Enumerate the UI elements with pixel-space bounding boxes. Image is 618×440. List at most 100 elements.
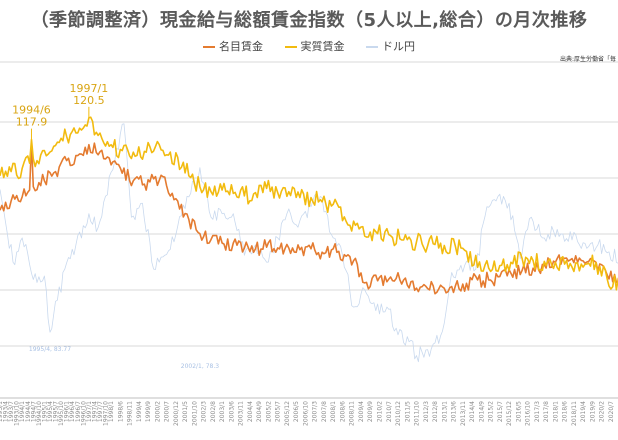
x-tick-label: 1997/4	[91, 401, 98, 422]
x-tick-label: 1995/4	[47, 401, 54, 422]
x-tick-label: 1999/4	[136, 401, 143, 422]
series-line-real	[0, 116, 618, 291]
legend-nominal[interactable]: 名目賃金	[203, 38, 263, 54]
source-note: 出典:厚生労働省「毎	[559, 56, 616, 63]
annotation-value: 117.9	[16, 116, 48, 129]
x-tick-label: 1996/7	[75, 401, 82, 422]
x-tick-label: 2014/4	[469, 401, 476, 422]
x-tick-label: 2005/7	[275, 401, 282, 422]
x-tick-label: 1994/7	[30, 401, 37, 422]
x-tick-label: 1993/1	[0, 401, 4, 422]
x-tick-label: 1998/11	[127, 401, 134, 426]
x-tick-label: 2001/5	[182, 401, 189, 422]
x-tick-label: 2018/6	[562, 401, 569, 422]
x-tick-label: 2004/4	[247, 401, 254, 422]
annotation-usd: 2002/1, 78.3	[181, 363, 219, 370]
x-tick-label: 2003/6	[228, 401, 235, 422]
x-tick-label: 1999/9	[145, 401, 152, 422]
x-tick-label: 2017/8	[543, 401, 550, 422]
x-tick-label: 2008/6	[340, 401, 347, 422]
x-tick-label: 1997/1	[86, 401, 93, 422]
x-tick-label: 2010/12	[395, 401, 402, 426]
x-tick-label: 1996/1	[64, 401, 71, 422]
x-tick-label: 1998/1	[108, 401, 115, 422]
chart-title: （季節調整済）現金給与総額賃金指数（5人以上,総合）の月次推移	[30, 10, 588, 31]
x-tick-label: 2006/10	[302, 401, 309, 426]
legend-real-label: 実質賃金	[300, 40, 345, 53]
x-tick-label: 2005/2	[265, 401, 272, 422]
x-tick-label: 2007/3	[312, 401, 319, 422]
x-tick-label: 1997/7	[97, 401, 104, 422]
x-tick-label: 2011/10	[414, 401, 421, 426]
x-tick-label: 2011/5	[404, 401, 411, 422]
x-tick-label: 2004/9	[256, 401, 263, 422]
x-tick-label: 2009/9	[367, 401, 374, 422]
x-tick-label: 2012/8	[432, 401, 439, 422]
x-tick-label: 2016/10	[525, 401, 532, 426]
x-tick-label: 2000/7	[164, 401, 171, 422]
x-tick-label: 2017/3	[534, 401, 541, 422]
x-tick-label: 2020/7	[608, 401, 615, 422]
x-tick-label: 1994/1	[19, 401, 26, 422]
x-tick-label: 2010/7	[386, 401, 393, 422]
x-tick-label: 1996/4	[69, 401, 76, 422]
annotation-date: 1997/1	[70, 82, 109, 95]
nominal-series	[0, 141, 618, 295]
annotation-usd: 1995/4, 83.77	[29, 346, 71, 353]
x-tick-label: 1993/10	[14, 401, 21, 426]
series-line-usd	[0, 123, 618, 363]
legend-usd[interactable]: ドル円	[366, 38, 415, 54]
x-tick-label: 2009/4	[358, 401, 365, 422]
x-tick-label: 2005/12	[284, 401, 291, 426]
x-tick-label: 2008/11	[349, 401, 356, 426]
x-tick-label: 2008/1	[330, 401, 337, 422]
legend-real[interactable]: 実質賃金	[284, 38, 345, 54]
x-tick-label: 1998/6	[117, 401, 124, 422]
x-tick-labels: 1993/11993/41993/71993/101994/11994/4199…	[0, 401, 615, 426]
gridlines	[0, 61, 618, 399]
x-tick-label: 2010/2	[377, 401, 384, 422]
x-tick-label: 2019/4	[580, 401, 587, 422]
x-tick-label: 2015/7	[497, 401, 504, 422]
x-tick-label: 2007/8	[321, 401, 328, 422]
x-tick-label: 2003/1	[219, 401, 226, 422]
x-tick-label: 2019/9	[589, 401, 596, 422]
x-tick-label: 2018/1	[552, 401, 559, 422]
legend-nominal-swatch	[203, 46, 215, 48]
x-tick-label: 1994/4	[25, 401, 32, 422]
x-tick-label: 2002/8	[210, 401, 217, 422]
legend-usd-swatch	[366, 46, 378, 48]
x-tick-label: 1995/1	[41, 401, 48, 422]
legend-real-swatch	[284, 46, 297, 48]
x-tick-label: 2006/5	[293, 401, 300, 422]
x-tick-label: 1995/10	[58, 401, 65, 426]
x-tick-label: 2003/11	[238, 401, 245, 426]
x-tick-label: 1993/7	[8, 401, 15, 422]
x-tick-label: 1996/10	[80, 401, 87, 426]
legend-nominal-label: 名目賃金	[219, 40, 263, 53]
usd-series	[0, 123, 618, 363]
x-tick-label: 1993/4	[3, 401, 10, 422]
x-tick-label: 2000/2	[154, 401, 161, 422]
series-line-nominal	[0, 141, 618, 295]
x-tick-label: 2012/3	[423, 401, 430, 422]
annotation-date: 1994/6	[12, 104, 51, 117]
x-tick-label: 2016/5	[515, 401, 522, 422]
legend: 名目賃金 実質賃金 ドル円	[0, 38, 618, 54]
x-tick-label: 1995/7	[53, 401, 60, 422]
x-tick-label: 2013/6	[451, 401, 458, 422]
x-tick-label: 2020/2	[599, 401, 606, 422]
x-tick-label: 2013/1	[441, 401, 448, 422]
x-tick-label: 2015/12	[506, 401, 513, 426]
x-tick-label: 2014/9	[478, 401, 485, 422]
x-tick-label: 2001/10	[191, 401, 198, 426]
x-tick-label: 1997/10	[103, 401, 110, 426]
x-tick-label: 2002/3	[201, 401, 208, 422]
legend-usd-label: ドル円	[382, 40, 415, 53]
x-tick-label: 2015/2	[488, 401, 495, 422]
real-series	[0, 116, 618, 291]
x-tick-label: 2000/12	[173, 401, 180, 426]
x-tick-label: 1994/10	[36, 401, 43, 426]
